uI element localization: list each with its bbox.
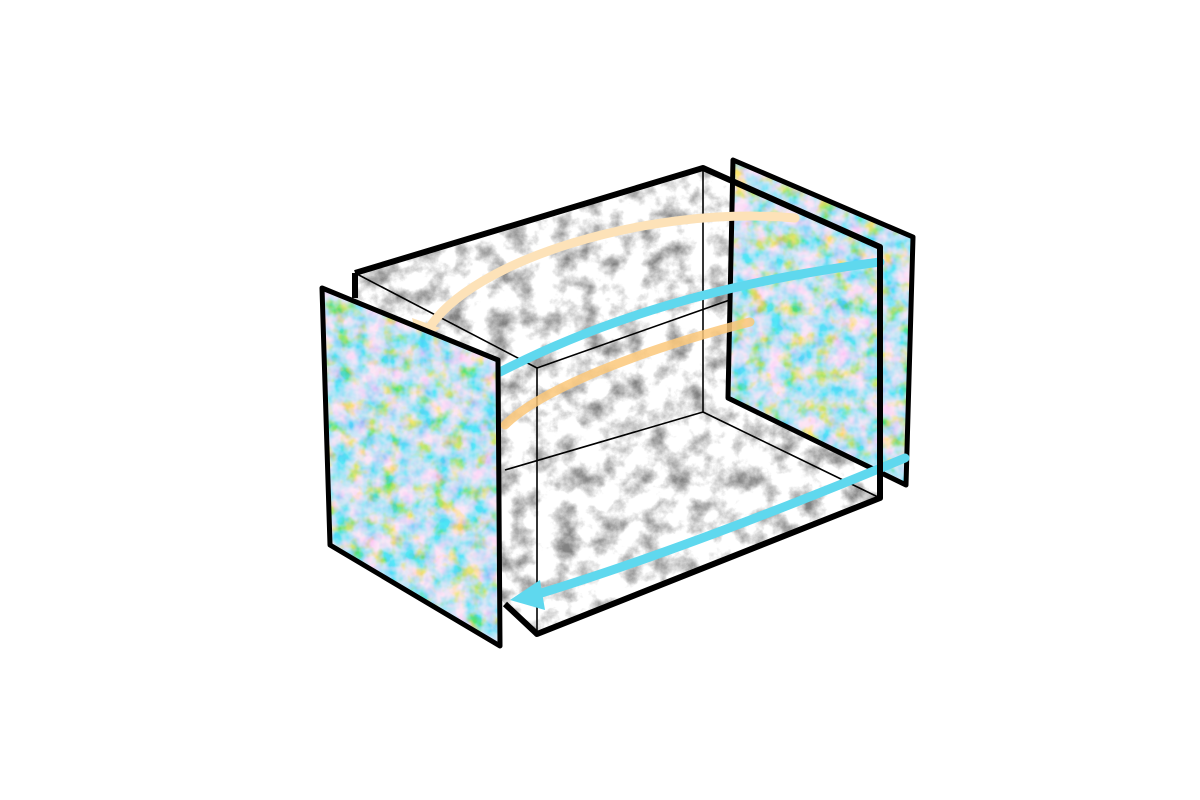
cmb-map-left <box>319 285 503 649</box>
arrow-warm-upper <box>423 211 800 335</box>
arrows <box>412 211 910 610</box>
arrow-cold-lower-head <box>510 580 545 610</box>
box-inner-edge-top <box>354 272 538 369</box>
arrow-cold-lower <box>530 453 910 600</box>
arrow-cold-upper <box>495 257 885 377</box>
arrow-warm-lower <box>500 317 755 430</box>
box-back-edge-bottom-left <box>504 411 704 471</box>
simulation-box-outline <box>352 165 883 637</box>
